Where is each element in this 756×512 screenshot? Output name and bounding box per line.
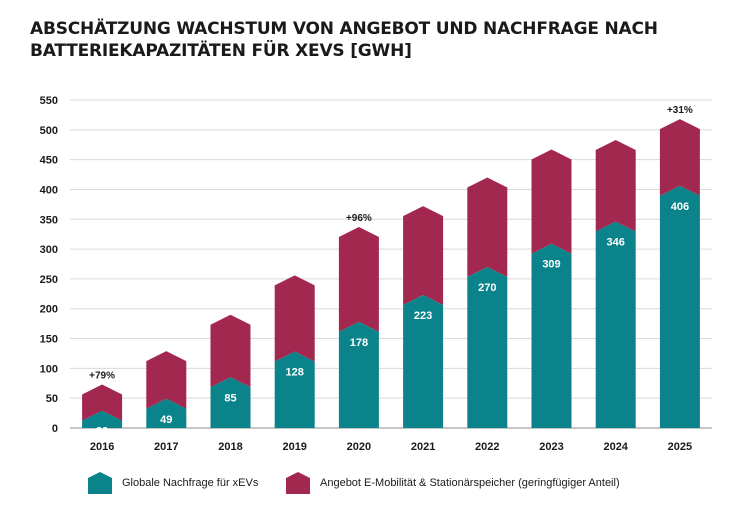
y-tick-label: 350 xyxy=(40,214,58,226)
bar-supply xyxy=(467,177,508,277)
bar-demand xyxy=(274,351,315,428)
y-tick-label: 450 xyxy=(40,155,58,167)
chart-title: ABSCHÄTZUNG WACHSTUM VON ANGEBOT UND NAC… xyxy=(30,19,658,61)
bar-supply xyxy=(531,149,572,254)
x-tick-label: 2018 xyxy=(218,441,242,453)
x-tick-label: 2025 xyxy=(668,441,692,453)
x-tick-label: 2019 xyxy=(282,441,306,453)
bar-demand xyxy=(82,410,123,428)
x-tick-label: 2022 xyxy=(475,441,499,453)
legend-item-demand: Globale Nachfrage für xEVs xyxy=(88,472,258,494)
y-tick-label: 400 xyxy=(40,184,58,196)
bar-value-label: 29 xyxy=(96,426,108,438)
x-tick-label: 2024 xyxy=(603,441,628,453)
growth-annotation: +31% xyxy=(667,105,693,116)
bar-demand xyxy=(595,221,636,428)
bar-value-label: 346 xyxy=(607,237,625,249)
legend-label-supply: Angebot E-Mobilität & Stationärspeicher … xyxy=(320,477,620,489)
bar-supply xyxy=(82,384,123,421)
bar-demand xyxy=(403,295,444,428)
x-tick-label: 2023 xyxy=(539,441,563,453)
x-tick-label: 2016 xyxy=(90,441,114,453)
growth-annotation: +96% xyxy=(346,213,372,224)
y-tick-label: 500 xyxy=(40,125,58,137)
bar-value-label: 406 xyxy=(671,201,689,213)
growth-annotation: +79% xyxy=(89,370,115,381)
bar-supply xyxy=(659,119,700,196)
bar-value-label: 223 xyxy=(414,310,432,322)
y-tick-label: 300 xyxy=(40,244,58,256)
bar-supply xyxy=(403,206,444,306)
bar-supply xyxy=(338,227,379,332)
bar-demand xyxy=(338,321,379,428)
y-tick-label: 150 xyxy=(40,334,58,346)
y-tick-label: 50 xyxy=(46,393,58,405)
bar-value-label: 309 xyxy=(542,259,560,271)
bar-demand xyxy=(659,185,700,428)
y-tick-label: 200 xyxy=(40,304,58,316)
legend-label-demand: Globale Nachfrage für xEVs xyxy=(122,477,259,489)
y-tick-label: 250 xyxy=(40,274,58,286)
bar-supply xyxy=(210,314,251,388)
bar-demand xyxy=(467,266,508,428)
y-tick-label: 550 xyxy=(40,95,58,107)
bar-value-label: 178 xyxy=(350,337,368,349)
legend-item-supply: Angebot E-Mobilität & Stationärspeicher … xyxy=(286,472,620,494)
stacked-bar-chart: 0 50 100 150 200 250 300 350 400 450 500 550 29 2016 4… xyxy=(40,95,712,453)
bar-value-label: 49 xyxy=(160,414,172,426)
legend-swatch-supply xyxy=(286,472,310,494)
bar-demand xyxy=(210,377,251,428)
bar-supply xyxy=(595,139,636,232)
y-tick-label: 0 xyxy=(52,423,58,435)
bar-demand xyxy=(146,398,187,428)
x-tick-label: 2021 xyxy=(411,441,435,453)
bar-value-label: 128 xyxy=(286,367,304,379)
y-tick-label: 100 xyxy=(40,363,58,375)
x-tick-label: 2020 xyxy=(347,441,371,453)
bar-value-label: 270 xyxy=(478,282,496,294)
bar-value-label: 85 xyxy=(224,392,236,404)
x-tick-label: 2017 xyxy=(154,441,178,453)
bar-demand xyxy=(531,243,572,428)
bar-supply xyxy=(146,351,187,409)
bar-supply xyxy=(274,275,315,362)
legend-swatch-demand xyxy=(88,472,112,494)
